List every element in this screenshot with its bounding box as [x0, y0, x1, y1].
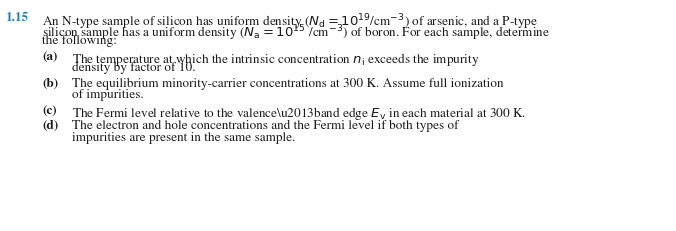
- Text: (c): (c): [42, 104, 57, 116]
- Text: (a): (a): [42, 50, 57, 62]
- Text: The equilibrium minority-carrier concentrations at 300 K. Assume full ionization: The equilibrium minority-carrier concent…: [72, 77, 504, 89]
- Text: 1.15: 1.15: [5, 12, 28, 24]
- Text: density by factor of 10.: density by factor of 10.: [72, 62, 195, 74]
- Text: silicon sample has a uniform density ($N_\mathrm{a} = 10^{15}$ /cm$^{-3}$) of bo: silicon sample has a uniform density ($N…: [42, 23, 550, 43]
- Text: The temperature at which the intrinsic concentration $n_\mathrm{i}$ exceeds the : The temperature at which the intrinsic c…: [72, 50, 479, 67]
- Text: An N-type sample of silicon has uniform density ($N_\mathrm{d} = 10^{19}$/cm$^{-: An N-type sample of silicon has uniform …: [42, 12, 538, 31]
- Text: impurities are present in the same sample.: impurities are present in the same sampl…: [72, 131, 295, 143]
- Text: (b): (b): [42, 77, 58, 89]
- Text: The electron and hole concentrations and the Fermi level if both types of: The electron and hole concentrations and…: [72, 119, 458, 132]
- Text: The Fermi level relative to the valence\u2013band edge $E_\mathrm{v}$ in each ma: The Fermi level relative to the valence\…: [72, 104, 527, 121]
- Text: the following:: the following:: [42, 35, 117, 47]
- Text: of impurities.: of impurities.: [72, 89, 143, 100]
- Text: (d): (d): [42, 119, 58, 131]
